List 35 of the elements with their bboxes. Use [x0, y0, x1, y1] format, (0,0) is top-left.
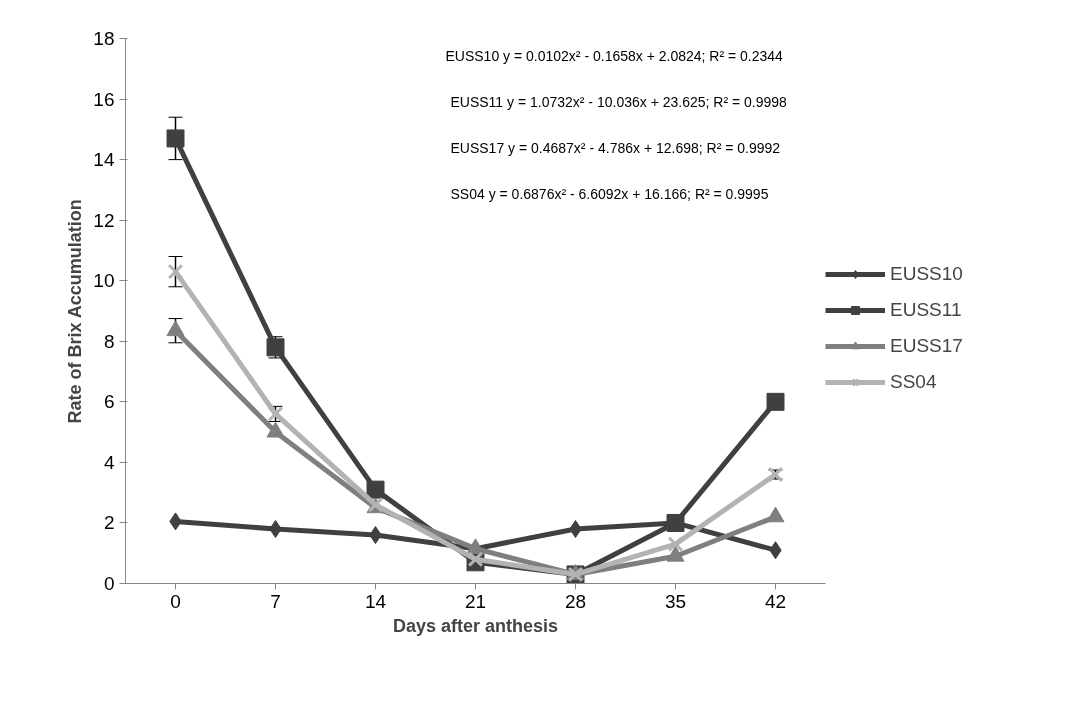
annotation: EUSS17 y = 0.4687x² - 4.786x + 12.698; R² = 0.9992 — [450, 139, 781, 156]
annotation: EUSS11 y = 1.0732x² - 10.036x + 23.625; R² = 0.9998 — [450, 93, 788, 110]
x-tick-label: 7 — [270, 590, 281, 612]
y-axis-title: Rate of Brix Accumulation — [65, 199, 86, 424]
y-tick-label: 8 — [103, 330, 115, 352]
y-tick-label: 12 — [93, 209, 115, 231]
x-axis-title: Days after anthesis — [392, 615, 559, 636]
point — [166, 129, 185, 148]
y-tick-label: 0 — [103, 573, 115, 594]
point — [467, 551, 484, 568]
point — [366, 480, 385, 499]
point — [167, 263, 184, 280]
point — [667, 536, 684, 552]
annotation: SS04 y = 0.6876x² - 6.6092x + 16.166; R² = 0.9995 — [450, 185, 769, 202]
x-tick-label: 14 — [364, 590, 387, 612]
point — [569, 520, 582, 538]
point — [269, 520, 282, 538]
x-tick-label: 28 — [564, 590, 587, 612]
y-tick-label: 14 — [93, 149, 115, 171]
x-tick-label: 21 — [464, 590, 487, 612]
x-tick-label: 35 — [664, 590, 687, 612]
legend-label: EUSS10 — [890, 263, 963, 285]
legend-label: EUSS11 — [890, 299, 962, 321]
y-tick-label: 2 — [103, 512, 115, 534]
y-tick-label: 18 — [93, 28, 115, 49]
y-tick-label: 10 — [93, 270, 115, 292]
legend-label: SS04 — [890, 371, 937, 393]
legend-label: EUSS17 — [890, 335, 963, 357]
y-tick-label: 16 — [93, 88, 115, 110]
x-tick-label: 0 — [170, 590, 181, 612]
y-tick-label: 6 — [103, 391, 115, 413]
point — [766, 392, 785, 411]
y-tick-label: 4 — [103, 451, 115, 473]
annotation: EUSS10 y = 0.0102x² - 0.1658x + 2.0824; R² = 0.2344 — [445, 47, 784, 64]
x-tick-label: 42 — [764, 590, 787, 612]
